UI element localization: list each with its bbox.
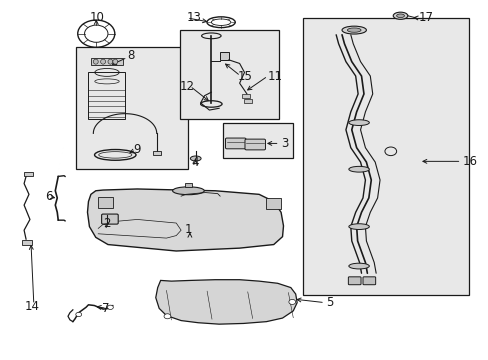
Bar	[153, 150, 160, 155]
Bar	[22, 240, 32, 245]
Text: 1: 1	[184, 223, 192, 236]
Circle shape	[288, 300, 295, 305]
Bar	[220, 52, 228, 60]
Bar	[303, 18, 468, 295]
Ellipse shape	[190, 156, 201, 161]
Ellipse shape	[348, 263, 368, 269]
Ellipse shape	[348, 120, 368, 126]
Text: 4: 4	[191, 156, 198, 168]
Text: 7: 7	[102, 302, 109, 315]
Bar	[242, 94, 249, 98]
Text: 13: 13	[186, 12, 202, 24]
Polygon shape	[87, 189, 283, 251]
Ellipse shape	[348, 224, 368, 229]
Text: 12: 12	[180, 80, 195, 93]
Circle shape	[76, 312, 81, 317]
FancyBboxPatch shape	[244, 139, 265, 150]
Ellipse shape	[113, 59, 118, 64]
Text: 8: 8	[127, 49, 134, 62]
Text: 11: 11	[267, 69, 283, 82]
Circle shape	[163, 314, 170, 319]
Bar	[244, 99, 252, 103]
Text: 5: 5	[326, 296, 333, 309]
Ellipse shape	[101, 59, 105, 64]
Bar	[98, 197, 113, 208]
Ellipse shape	[108, 59, 113, 64]
Text: 9: 9	[133, 143, 141, 156]
Text: 6: 6	[44, 190, 52, 203]
Bar	[266, 198, 281, 209]
FancyBboxPatch shape	[362, 277, 375, 285]
FancyBboxPatch shape	[225, 138, 245, 149]
Ellipse shape	[392, 12, 407, 19]
Text: 15: 15	[238, 69, 252, 82]
Bar	[184, 183, 191, 187]
Ellipse shape	[396, 14, 404, 18]
Bar	[24, 172, 33, 176]
Text: 14: 14	[25, 300, 40, 313]
Ellipse shape	[93, 59, 98, 64]
Ellipse shape	[341, 26, 366, 34]
Text: 16: 16	[462, 155, 477, 168]
Circle shape	[107, 305, 113, 310]
Bar	[180, 30, 278, 119]
Ellipse shape	[348, 166, 368, 172]
Ellipse shape	[172, 187, 204, 195]
Ellipse shape	[346, 28, 360, 32]
Text: 2: 2	[103, 216, 110, 230]
Text: 3: 3	[281, 137, 288, 150]
Polygon shape	[156, 280, 297, 324]
Text: 17: 17	[418, 12, 433, 24]
Text: 10: 10	[90, 12, 104, 24]
Bar	[88, 72, 125, 119]
Bar	[76, 46, 188, 168]
FancyBboxPatch shape	[102, 214, 118, 224]
Bar	[222, 123, 293, 158]
Bar	[91, 58, 122, 65]
FancyBboxPatch shape	[347, 277, 360, 285]
